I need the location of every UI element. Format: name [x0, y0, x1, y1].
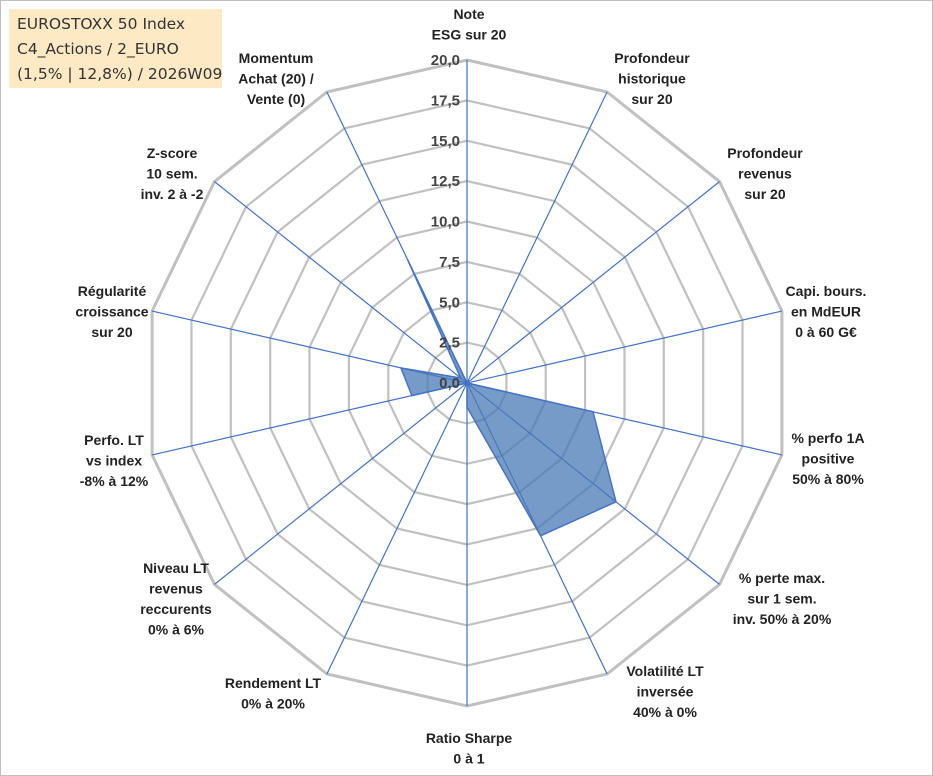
axis-label-4-line-1: positive	[802, 451, 855, 467]
axis-label-3-line-0: Capi. bours.	[786, 283, 867, 299]
tick-label-8: 20,0	[431, 52, 460, 69]
tick-label-7: 17,5	[431, 92, 460, 109]
spoke-3	[466, 310, 783, 384]
axis-label-12-line-2: inv. 2 à -2	[141, 186, 204, 202]
axis-label-6-line-2: 40% à 0%	[633, 704, 697, 720]
radar-tick-labels: 0,0 2,5 5,0 7,5 10,0 12,5 15,0 17,5 20,0	[431, 52, 460, 392]
axis-label-6-line-0: Volatilité LT	[626, 663, 704, 679]
spoke-9	[214, 382, 468, 585]
tick-label-0: 0,0	[439, 375, 460, 392]
axis-label-13-line-0: Momentum	[239, 50, 314, 66]
tick-label-1: 2,5	[439, 335, 460, 352]
axis-label-12-line-0: Z-score	[147, 145, 198, 161]
axis-label-9-line-0: Niveau LT	[143, 560, 209, 576]
spoke-1	[466, 91, 608, 384]
title-line-2: C4_Actions / 2_EURO	[17, 40, 179, 58]
axis-label-1-line-0: Profondeur	[614, 50, 690, 66]
axis-label-8-line-0: Rendement LT	[225, 675, 322, 691]
tick-label-2: 5,0	[439, 294, 460, 311]
axis-label-11-line-0: Régularité	[78, 283, 147, 299]
axis-label-9-line-1: revenus	[149, 581, 203, 597]
tick-label-3: 7,5	[439, 254, 460, 271]
chart-title-box: EUROSTOXX 50 Index C4_Actions / 2_EURO (…	[9, 9, 222, 88]
axis-label-10-line-2: -8% à 12%	[80, 473, 149, 489]
tick-label-5: 12,5	[431, 173, 460, 190]
radar-axis-labels: Note ESG sur 20 Profondeur historique sur 20…	[75, 6, 866, 767]
radar-series	[399, 258, 617, 537]
axis-label-5-line-2: inv. 50% à 20%	[733, 611, 832, 627]
tick-label-6: 15,0	[431, 133, 460, 150]
series-area-0	[399, 258, 617, 537]
axis-label-13-line-1: Achat (20) /	[238, 71, 314, 87]
axis-label-1-line-1: historique	[618, 71, 686, 87]
axis-label-9-line-3: 0% à 6%	[148, 622, 205, 638]
axis-label-6-line-1: inversée	[637, 684, 694, 700]
axis-label-5-line-0: % perte max.	[739, 570, 825, 586]
axis-label-9-line-2: reccurents	[140, 601, 212, 617]
axis-label-2-line-1: revenus	[738, 166, 792, 182]
axis-label-11-line-2: sur 20	[91, 324, 132, 340]
axis-label-3-line-2: 0 à 60 G€	[795, 324, 857, 340]
axis-label-12-line-1: 10 sem.	[146, 166, 197, 182]
axis-label-7-line-1: 0 à 1	[453, 751, 484, 767]
axis-label-0-line-1: ESG sur 20	[432, 27, 507, 43]
spoke-8	[326, 382, 468, 675]
title-line-1: EUROSTOXX 50 Index	[17, 15, 186, 33]
axis-label-7-line-0: Ratio Sharpe	[426, 730, 513, 746]
axis-label-2-line-0: Profondeur	[727, 145, 803, 161]
spoke-12	[214, 181, 468, 384]
axis-label-0-line-0: Note	[453, 6, 484, 22]
axis-label-8-line-1: 0% à 20%	[241, 696, 305, 712]
tick-label-4: 10,0	[431, 214, 460, 231]
axis-label-11-line-1: croissance	[75, 304, 148, 320]
axis-label-5-line-1: sur 1 sem.	[747, 591, 816, 607]
title-line-3: (1,5% | 12,8%) / 2026W09	[17, 65, 223, 83]
axis-label-4-line-0: % perfo 1A	[791, 430, 864, 446]
axis-label-1-line-2: sur 20	[631, 91, 672, 107]
axis-label-2-line-2: sur 20	[744, 186, 785, 202]
axis-label-13-line-2: Vente (0)	[247, 91, 305, 107]
axis-label-4-line-2: 50% à 80%	[792, 471, 864, 487]
axis-label-10-line-1: vs index	[86, 453, 142, 469]
axis-label-10-line-0: Perfo. LT	[84, 432, 144, 448]
axis-label-3-line-1: en MdEUR	[791, 304, 861, 320]
spoke-2	[466, 181, 720, 384]
